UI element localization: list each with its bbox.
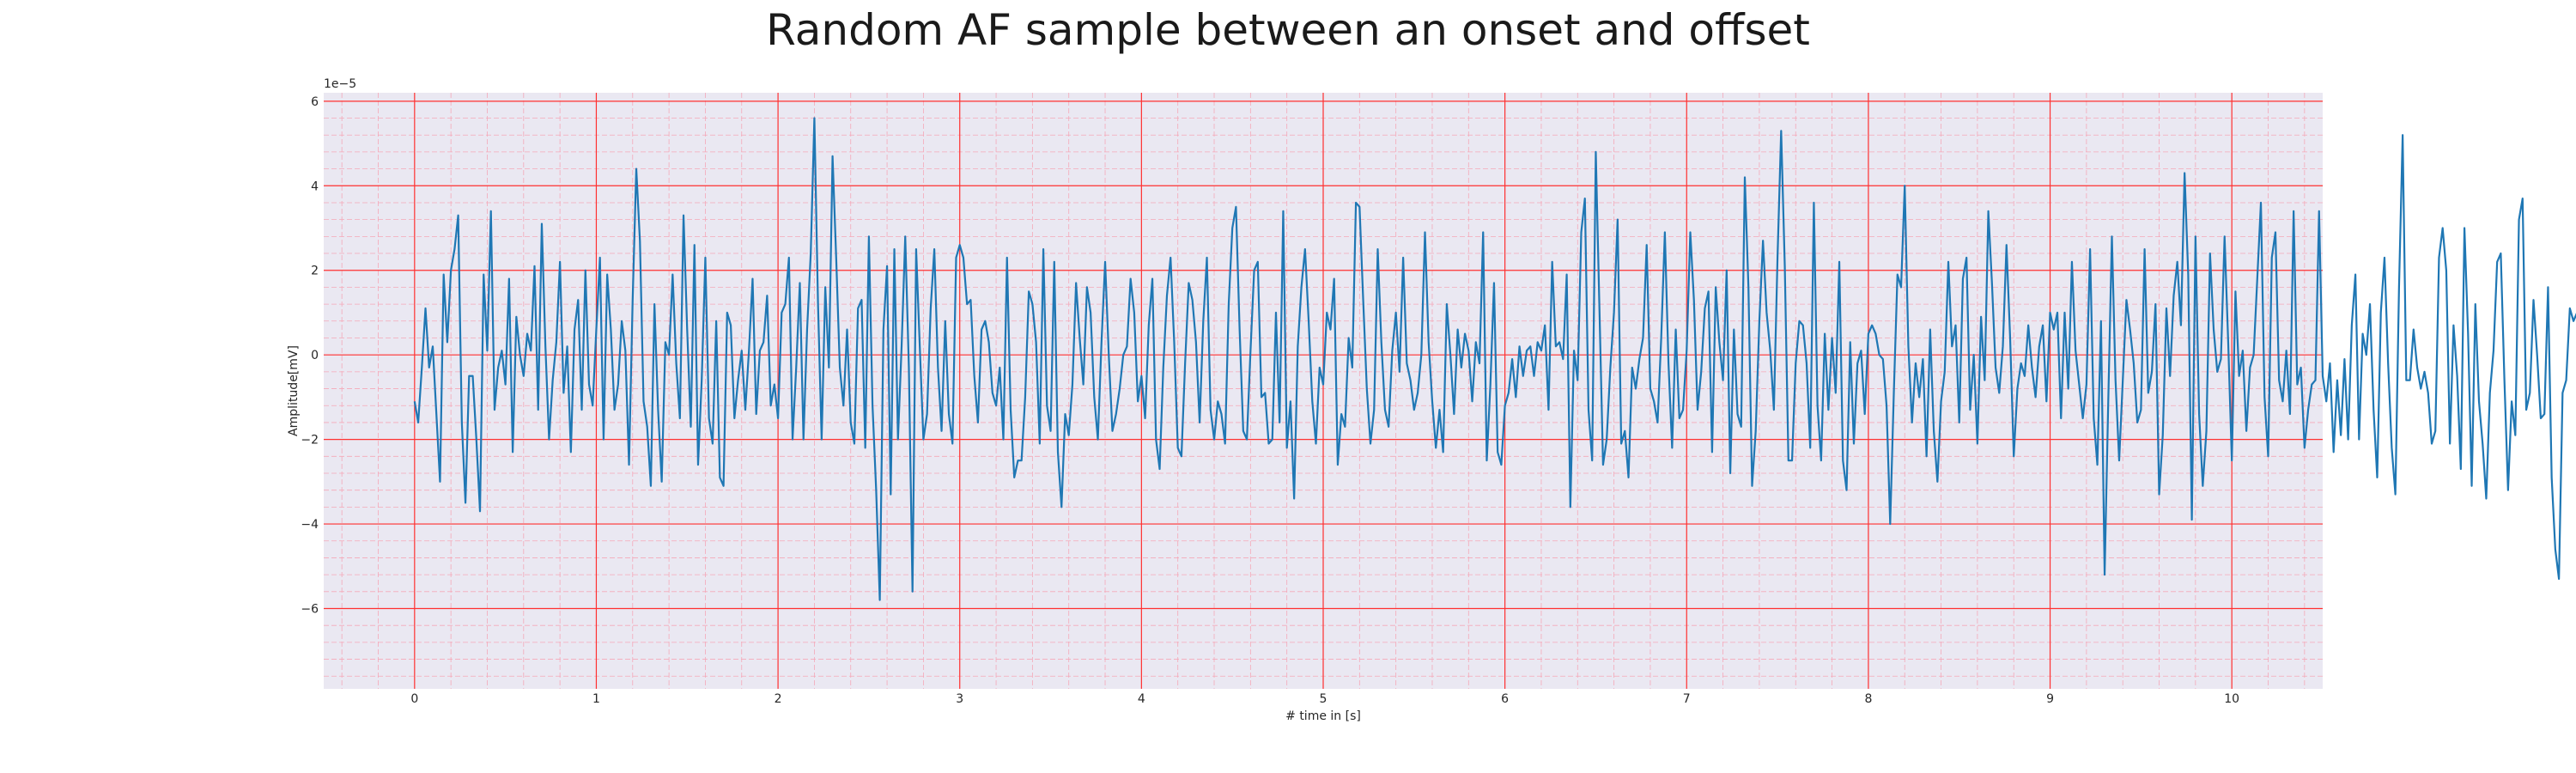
x-tick-label: 1 bbox=[592, 692, 600, 706]
y-tick-label: −6 bbox=[301, 602, 319, 616]
y-tick-label: 4 bbox=[311, 180, 319, 193]
y-tick-label: 6 bbox=[311, 95, 319, 109]
series-layer bbox=[413, 117, 2576, 601]
x-tick-label: 0 bbox=[410, 692, 418, 706]
x-tick-label: 4 bbox=[1138, 692, 1145, 706]
x-tick-label: 2 bbox=[775, 692, 782, 706]
y-axis-offset-text: 1e−5 bbox=[324, 77, 356, 91]
y-tick-label: 2 bbox=[311, 265, 319, 278]
series-line bbox=[413, 117, 2576, 601]
y-axis-label: Amplitude[mV] bbox=[287, 345, 301, 436]
x-axis-ticks: 0 1 2 3 4 5 6 7 8 9 10 bbox=[410, 692, 2239, 706]
x-tick-label: 9 bbox=[2046, 692, 2054, 706]
x-tick-label: 5 bbox=[1320, 692, 1327, 706]
y-tick-label: −4 bbox=[301, 518, 319, 532]
major-grid bbox=[324, 93, 2323, 689]
x-tick-label: 7 bbox=[1683, 692, 1691, 706]
y-tick-label: −2 bbox=[301, 434, 319, 447]
chart-title: Random AF sample between an onset and of… bbox=[766, 5, 1810, 55]
x-tick-label: 6 bbox=[1501, 692, 1509, 706]
y-tick-label: 0 bbox=[311, 349, 319, 362]
x-tick-label: 10 bbox=[2224, 692, 2239, 706]
x-tick-label: 3 bbox=[956, 692, 963, 706]
y-axis-ticks: −6 −4 −2 0 2 4 6 bbox=[301, 95, 319, 617]
x-tick-label: 8 bbox=[1864, 692, 1872, 706]
x-axis-label: # time in [s] bbox=[1285, 709, 1361, 723]
